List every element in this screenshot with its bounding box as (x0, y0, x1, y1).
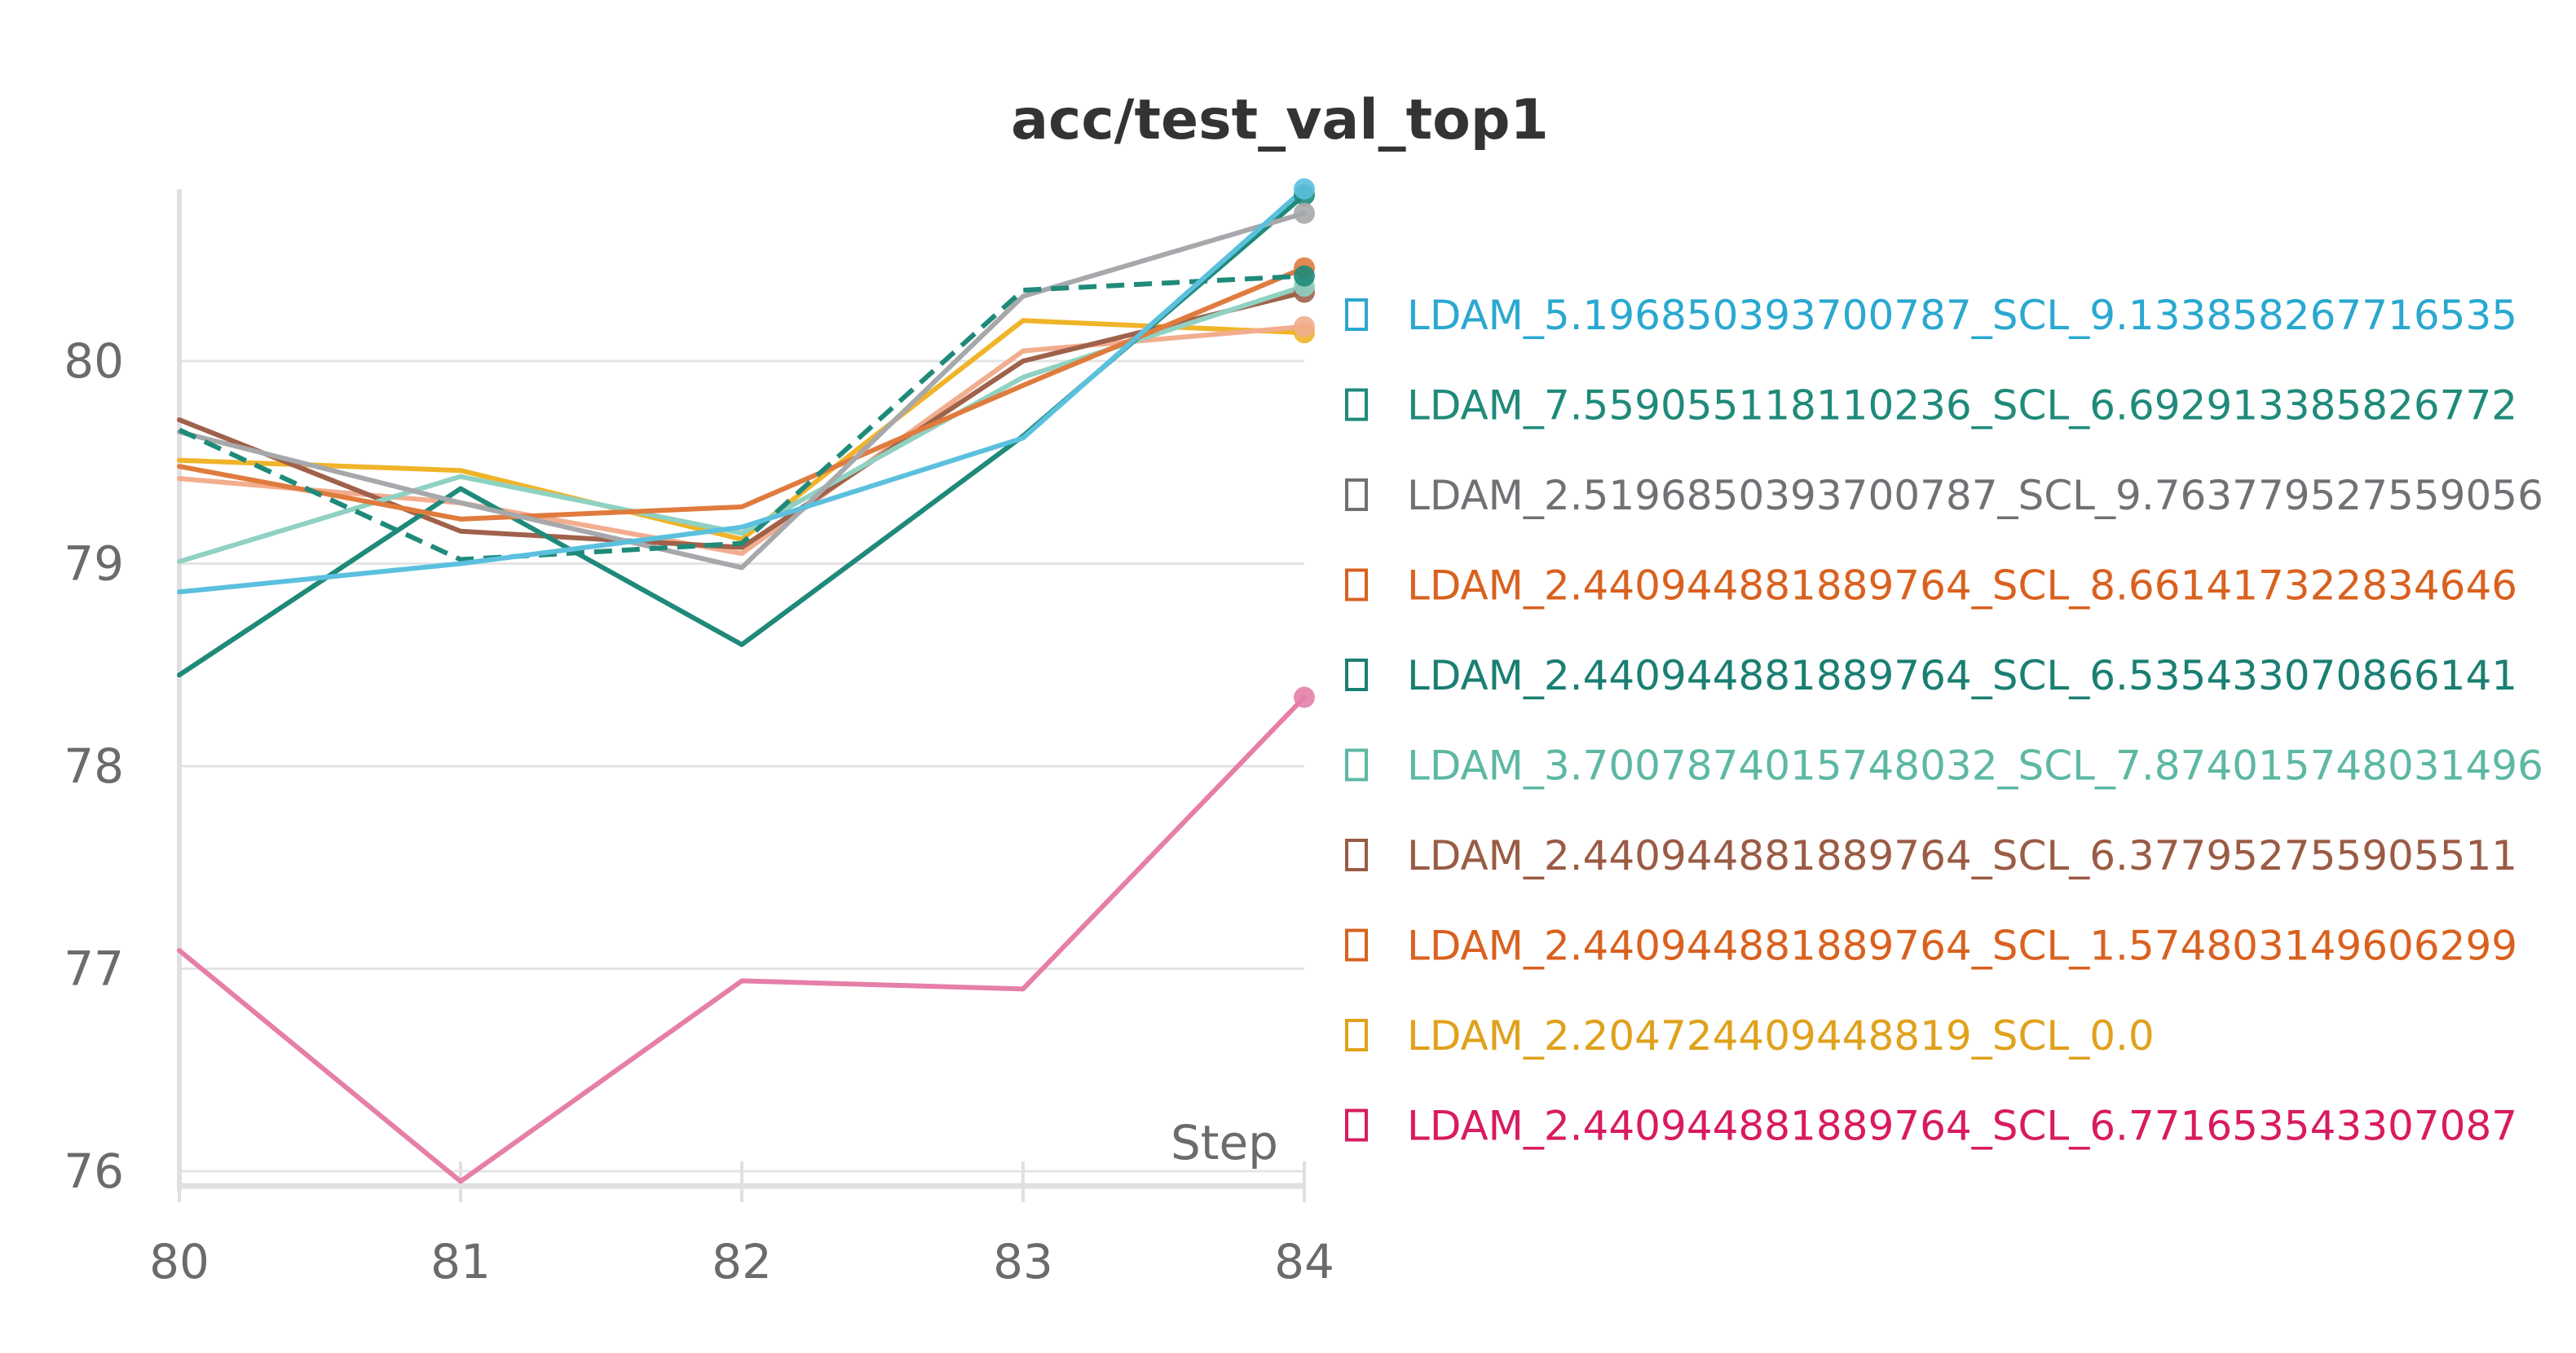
x-tick-label: 81 (430, 1234, 491, 1289)
legend-swatch-icon (1345, 748, 1368, 782)
legend-label: LDAM_2.440944881889764_SCL_6.37795275590… (1407, 832, 2517, 879)
x-axis-label: Step (1171, 1115, 1278, 1170)
series-endpoint (1294, 178, 1315, 200)
legend: LDAM_5.196850393700787_SCL_9.13385826771… (1345, 292, 2543, 1150)
series-line (177, 289, 1307, 550)
series-line (177, 210, 1307, 571)
legend-item[interactable]: LDAM_5.196850393700787_SCL_9.13385826771… (1345, 292, 2517, 339)
series-endpoint (1294, 315, 1315, 337)
series-line (178, 273, 1305, 562)
series-lines (177, 186, 1307, 1184)
x-tick-labels: 80 81 82 83 84 (149, 1234, 1334, 1289)
y-tick-label: 79 (64, 536, 124, 592)
y-tick-label: 78 (64, 738, 124, 794)
legend-label: LDAM_2.440944881889764_SCL_6.77165354330… (1407, 1103, 2517, 1150)
series-endpoint (1294, 686, 1315, 708)
series-line (177, 192, 1307, 678)
series-line (177, 318, 1307, 542)
legend-item[interactable]: LDAM_2.440944881889764_SCL_1.57480314960… (1345, 923, 2517, 970)
x-tick-label: 80 (149, 1234, 210, 1289)
series-line (177, 694, 1307, 1184)
y-tick-label: 76 (64, 1144, 124, 1199)
legend-item[interactable]: LDAM_2.440944881889764_SCL_6.37795275590… (1345, 832, 2517, 879)
x-tick-label: 84 (1274, 1234, 1334, 1289)
legend-swatch-icon (1345, 1019, 1368, 1051)
legend-label: LDAM_2.5196850393700787_SCL_9.7637795275… (1407, 472, 2543, 519)
legend-swatch-icon (1345, 478, 1368, 511)
legend-label: LDAM_2.204724409448819_SCL_0.0 (1407, 1012, 2155, 1060)
y-tick-label: 77 (64, 941, 124, 997)
legend-item[interactable]: LDAM_2.440944881889764_SCL_8.66141732283… (1345, 562, 2517, 610)
x-tick-label: 83 (993, 1234, 1053, 1289)
legend-label: LDAM_7.559055118110236_SCL_6.69291338582… (1407, 382, 2517, 430)
legend-item[interactable]: LDAM_2.5196850393700787_SCL_9.7637795275… (1345, 472, 2543, 519)
series-line (177, 265, 1307, 522)
y-tick-label: 80 (64, 333, 124, 389)
legend-label: LDAM_2.440944881889764_SCL_6.53543307086… (1407, 652, 2517, 699)
series-endpoints (1294, 178, 1315, 708)
legend-item[interactable]: LDAM_2.440944881889764_SCL_6.77165354330… (1345, 1103, 2517, 1150)
legend-swatch-icon (1345, 928, 1368, 962)
legend-item[interactable]: LDAM_2.440944881889764_SCL_6.53543307086… (1345, 652, 2517, 699)
legend-swatch-icon (1345, 298, 1368, 331)
axes (177, 189, 1306, 1202)
legend-item[interactable]: LDAM_7.559055118110236_SCL_6.69291338582… (1345, 382, 2517, 430)
y-tick-labels: 76 77 78 79 80 (64, 333, 124, 1199)
legend-swatch-icon (1345, 839, 1368, 871)
chart-title: acc/test_val_top1 (1011, 88, 1549, 152)
legend-label: LDAM_2.440944881889764_SCL_8.66141732283… (1407, 562, 2517, 610)
legend-label: LDAM_2.440944881889764_SCL_1.57480314960… (1407, 923, 2517, 970)
x-tick-label: 82 (712, 1234, 772, 1289)
series-endpoint (1294, 265, 1315, 287)
legend-label: LDAM_5.196850393700787_SCL_9.13385826771… (1407, 292, 2517, 339)
series-line (177, 186, 1307, 595)
legend-swatch-icon (1345, 388, 1368, 421)
grid (179, 359, 1304, 1173)
legend-swatch-icon (1345, 568, 1368, 602)
legend-item[interactable]: LDAM_3.7007874015748032_SCL_7.8740157480… (1345, 743, 2543, 790)
legend-item[interactable]: LDAM_2.204724409448819_SCL_0.0 (1345, 1012, 2155, 1060)
legend-label: LDAM_3.7007874015748032_SCL_7.8740157480… (1407, 743, 2543, 790)
legend-swatch-icon (1345, 659, 1368, 691)
legend-swatch-icon (1345, 1108, 1368, 1142)
series-endpoint (1294, 202, 1315, 224)
